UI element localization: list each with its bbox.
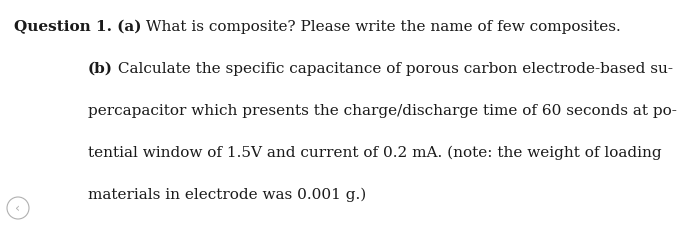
Text: ‹: ‹: [15, 202, 21, 214]
Text: materials in electrode was 0.001 g.): materials in electrode was 0.001 g.): [88, 188, 366, 202]
Text: Calculate the specific capacitance of porous carbon electrode-based su-: Calculate the specific capacitance of po…: [113, 62, 673, 76]
Text: tential window of 1.5V and current of 0.2 mA. (note: the weight of loading: tential window of 1.5V and current of 0.…: [88, 146, 661, 160]
Text: (b): (b): [88, 62, 113, 76]
Text: percapacitor which presents the charge/discharge time of 60 seconds at po-: percapacitor which presents the charge/d…: [88, 104, 677, 118]
Text: Question 1. (a): Question 1. (a): [14, 20, 142, 34]
Text: What is composite? Please write the name of few composites.: What is composite? Please write the name…: [142, 20, 621, 34]
